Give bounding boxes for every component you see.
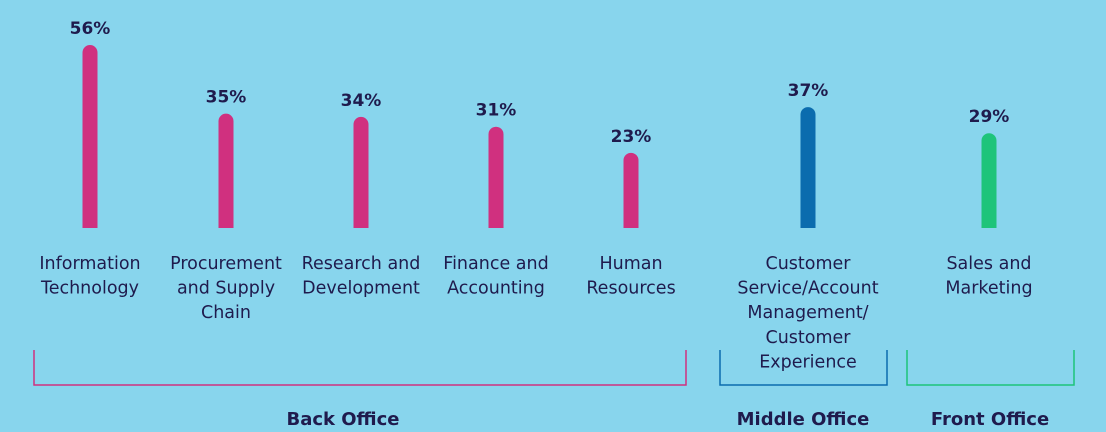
bar-2-base (218, 220, 234, 228)
value-label-6: 37% (788, 81, 829, 101)
bar-4-base (488, 220, 504, 228)
bar-5 (623, 152, 639, 228)
group-bracket-3 (906, 350, 1075, 386)
category-label-1: Information Technology (39, 254, 140, 299)
category-label-3: Research and Development (302, 254, 421, 299)
bar-6 (800, 107, 816, 228)
group-label-3: Front Office (931, 409, 1049, 430)
bar-1 (82, 45, 98, 228)
category-label-4: Finance and Accounting (443, 254, 548, 299)
group-label-2: Middle Office (737, 409, 870, 430)
bar-6-base (800, 220, 816, 228)
group-bracket-1 (33, 350, 687, 386)
value-label-1: 56% (70, 19, 111, 39)
bar-7 (981, 133, 997, 228)
bar-4 (488, 126, 504, 228)
value-label-7: 29% (969, 107, 1010, 127)
category-label-2: Procurement and Supply Chain (170, 254, 282, 323)
group-bracket-2 (719, 350, 888, 386)
bar-3 (353, 116, 369, 228)
category-label-5: Human Resources (586, 254, 675, 299)
bar-1-base (82, 220, 98, 228)
category-label-7: Sales and Marketing (945, 254, 1032, 299)
bar-7-base (981, 220, 997, 228)
bar-5-base (623, 220, 639, 228)
category-label-6: Customer Service/Account Management/Custom… (737, 254, 878, 372)
bar-2 (218, 113, 234, 228)
value-label-2: 35% (206, 88, 247, 108)
value-label-4: 31% (476, 101, 517, 121)
bar-3-base (353, 220, 369, 228)
value-label-5: 23% (611, 127, 652, 147)
value-label-3: 34% (341, 91, 382, 111)
group-label-1: Back Office (286, 409, 399, 430)
